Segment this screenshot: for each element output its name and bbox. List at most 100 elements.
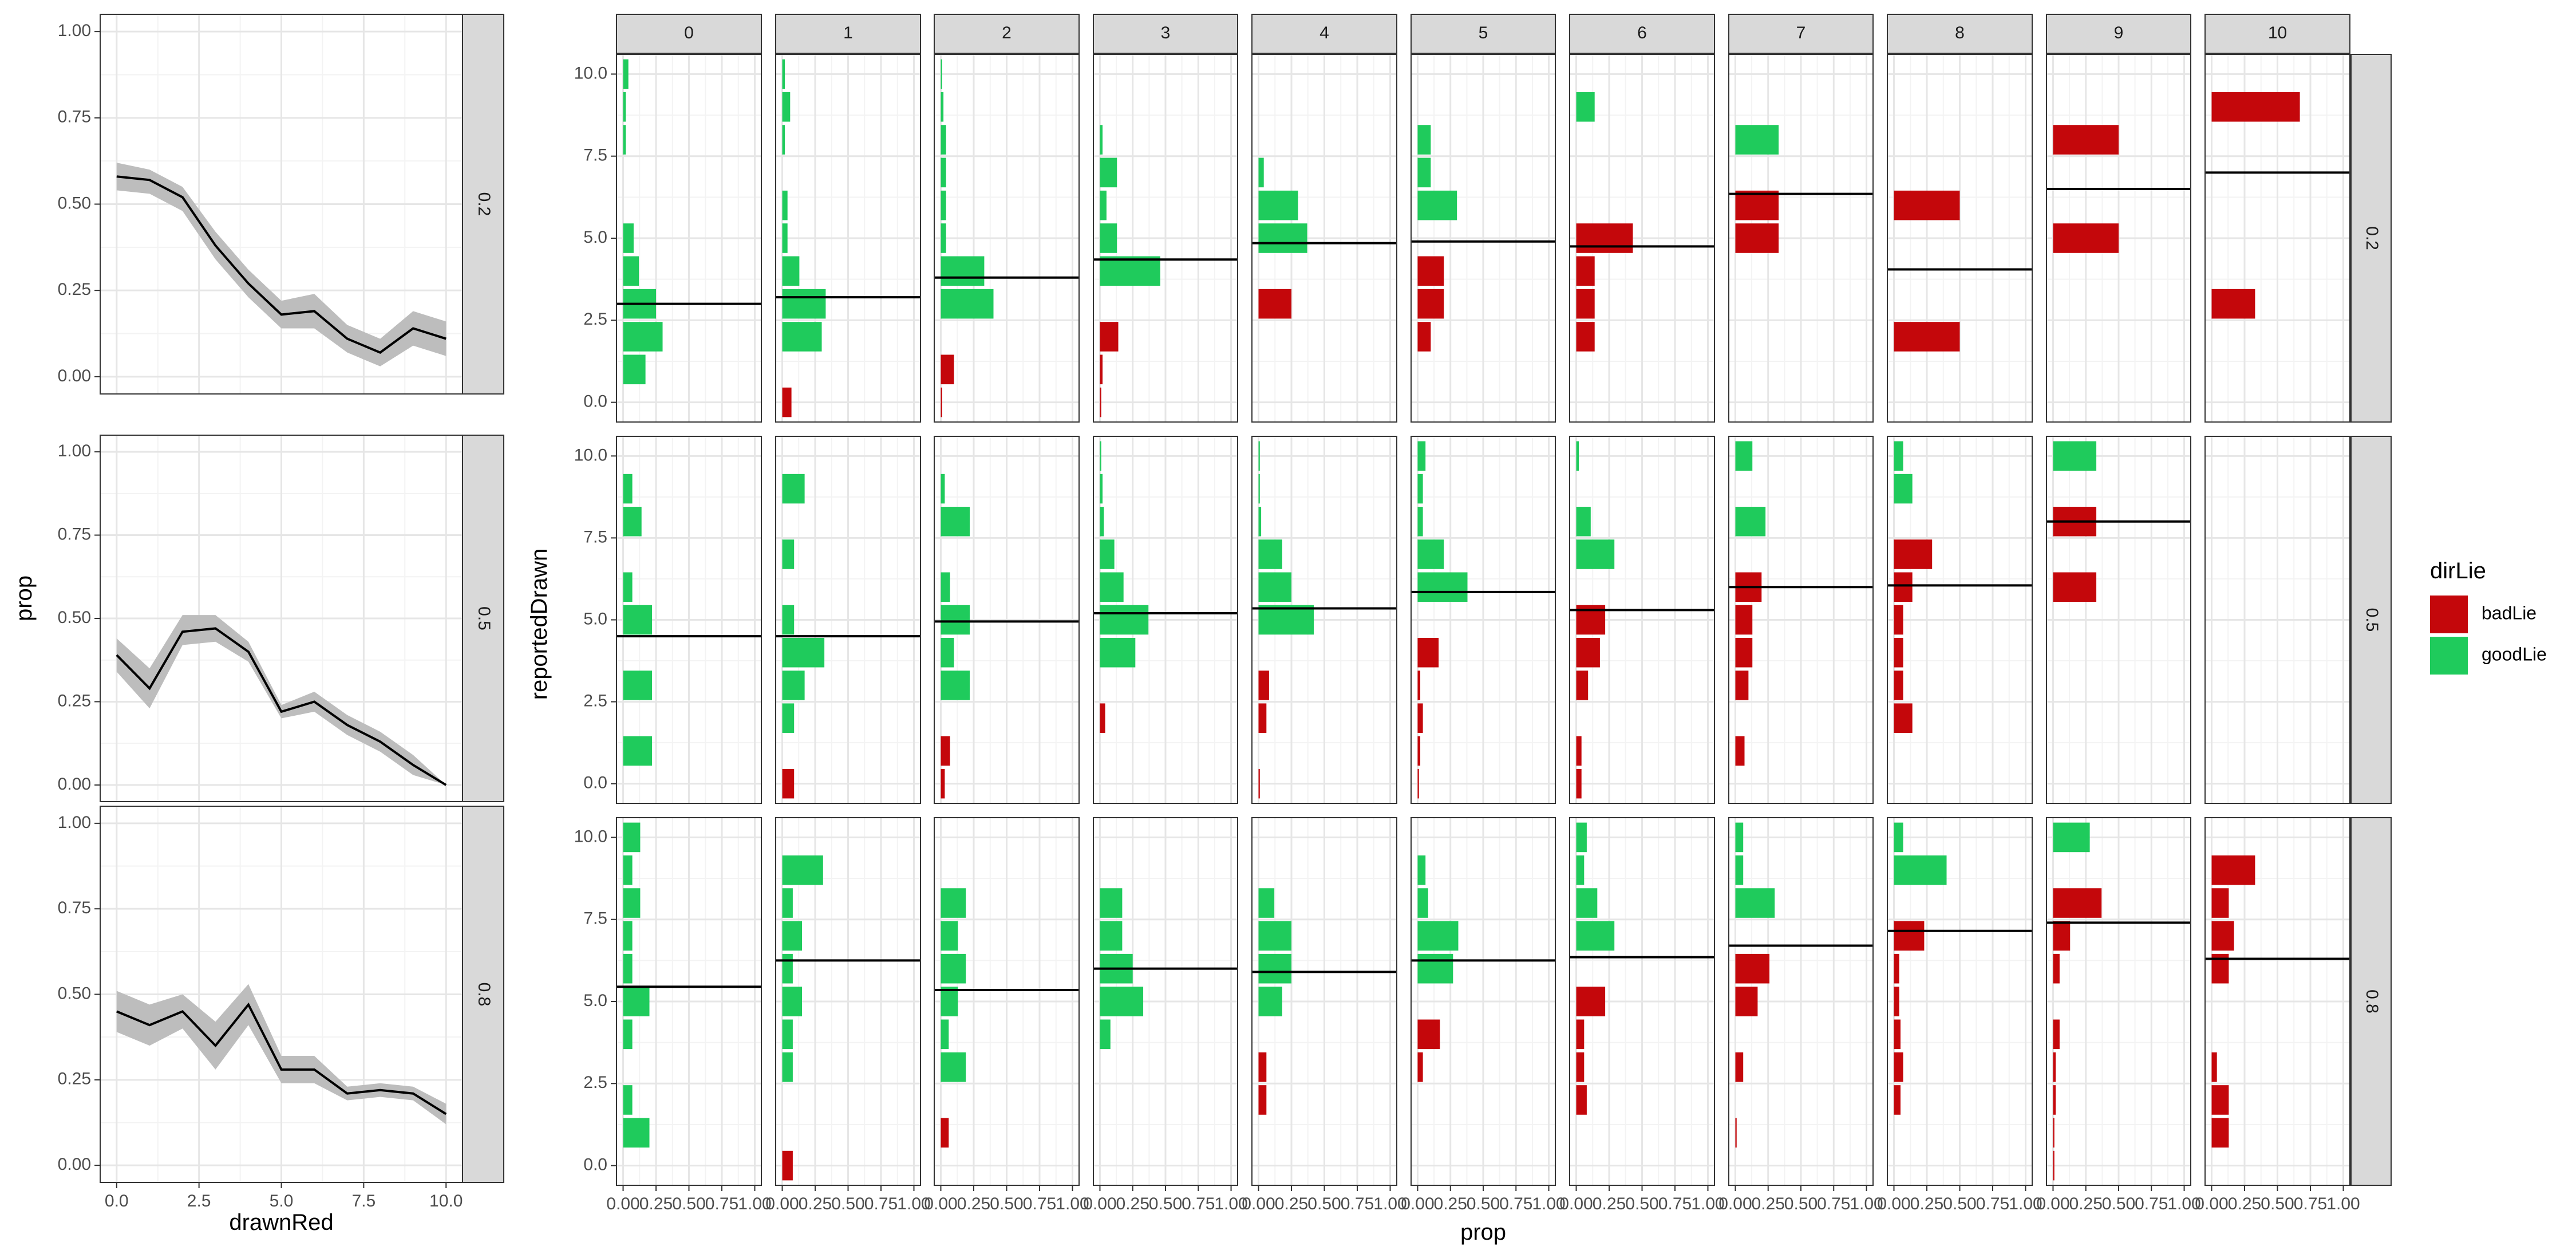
bar-panel-border: [934, 54, 1080, 423]
bar-goodLie: [782, 703, 795, 733]
bar-badLie: [1894, 1052, 1903, 1082]
bar-goodLie: [1576, 539, 1615, 569]
y-tick-label: 0.00: [58, 366, 91, 385]
bar-goodLie: [782, 474, 805, 504]
x-tick-label: 0.75: [1658, 1194, 1692, 1213]
bar-badLie: [1894, 190, 1960, 220]
y-tick-label: 2.5: [583, 310, 607, 329]
bar-goodLie: [1100, 190, 1107, 220]
x-tick-label: 1.00: [1214, 1194, 1247, 1213]
bar-badLie: [2053, 1118, 2055, 1148]
y-tick-label: 5.0: [583, 609, 607, 628]
x-tick-label: 0.75: [1976, 1194, 2009, 1213]
x-tick-label: 0.50: [1625, 1194, 1658, 1213]
bar-goodLie: [1735, 441, 1753, 471]
x-tick-label: 0.00: [2036, 1194, 2069, 1213]
bar-goodLie: [1100, 441, 1101, 471]
bar-badLie: [1894, 987, 1899, 1016]
bar-goodLie: [2053, 822, 2090, 853]
bar-goodLie: [782, 888, 793, 918]
legend-item-badLie: badLie: [2430, 596, 2537, 633]
bar-goodLie: [1894, 855, 1947, 885]
column-strip: [1887, 14, 2033, 54]
bar-badLie: [1894, 921, 1925, 951]
column-strip: [1251, 14, 1397, 54]
bar-goodLie: [782, 322, 822, 352]
column-strip: [2204, 14, 2350, 54]
bar-goodLie: [623, 354, 646, 385]
bar-badLie: [1576, 987, 1606, 1016]
bar-goodLie: [1417, 190, 1457, 220]
bar-panel-row0.8-col9: [2046, 817, 2191, 1186]
bar-goodLie: [623, 921, 633, 951]
bar-goodLie: [782, 1052, 793, 1082]
x-tick-label: 0.50: [2102, 1194, 2135, 1213]
bar-badLie: [1735, 1118, 1737, 1148]
bar-badLie: [1417, 637, 1439, 668]
bar-badLie: [1417, 256, 1444, 286]
column-strip: [1093, 14, 1238, 54]
legend-item-goodLie: goodLie: [2430, 637, 2547, 675]
bar-goodLie: [623, 822, 641, 853]
bar-goodLie: [941, 125, 946, 155]
bar-badLie: [2211, 888, 2229, 918]
bar-badLie: [941, 736, 950, 766]
y-tick-label: 2.5: [583, 692, 607, 711]
bar-goodLie: [623, 1019, 633, 1050]
row-strip: [462, 14, 504, 395]
x-tick-label: 0.25: [639, 1194, 673, 1213]
x-tick-label: 0.75: [2294, 1194, 2327, 1213]
bar-goodLie: [941, 92, 944, 122]
bar-panel-row0.2-col5: [1411, 54, 1556, 423]
bar-panel-row0.2-col6: [1569, 54, 1715, 423]
bar-panel-border: [2046, 436, 2191, 804]
column-strip-label: 8: [1955, 23, 1965, 42]
x-tick-label: 0.50: [1943, 1194, 1976, 1213]
bar-badLie: [1258, 703, 1267, 733]
bar-panel-row0.2-col9: [2046, 54, 2191, 423]
bar-panel-border: [1887, 436, 2033, 804]
left-panel-0.8: 0.8 0.00 0.25 0.50 0.75 1.00: [58, 806, 504, 1183]
legend-item-label: goodLie: [2482, 644, 2547, 664]
bar-badLie: [1735, 223, 1779, 253]
bar-goodLie: [1258, 441, 1260, 471]
bar-badLie: [1735, 637, 1753, 668]
bar-goodLie: [941, 59, 942, 89]
bar-badLie: [2053, 1085, 2056, 1115]
bar-panel-border: [2046, 54, 2191, 423]
bar-badLie: [1576, 322, 1595, 352]
series-line: [116, 175, 447, 354]
bar-badLie: [1576, 256, 1595, 286]
bar-badLie: [1417, 671, 1421, 700]
bar-panel-row0.2-col2: [934, 54, 1080, 423]
bar-panel-border: [1728, 436, 1874, 804]
bar-panel-row0.2-col0: [616, 54, 762, 423]
bar-badLie: [2053, 223, 2119, 253]
x-tick-label: 0.00: [765, 1194, 799, 1213]
bar-panel-border: [1411, 54, 1556, 423]
bar-badLie: [1576, 736, 1582, 766]
bar-badLie: [1894, 637, 1903, 668]
bar-badLie: [1735, 190, 1779, 220]
bar-goodLie: [941, 572, 950, 602]
x-tick-label: 0.75: [1023, 1194, 1056, 1213]
bar-badLie: [1576, 1085, 1587, 1115]
bar-panel-border: [1093, 436, 1238, 804]
bar-goodLie: [941, 474, 945, 504]
bar-badLie: [941, 1118, 949, 1148]
x-tick-label: 0.25: [1434, 1194, 1467, 1213]
bar-goodLie: [1735, 507, 1766, 537]
y-tick-label: 0.25: [58, 280, 91, 299]
x-tick-label: 0.50: [831, 1194, 864, 1213]
bar-goodLie: [1735, 125, 1779, 155]
y-tick-label: 10.0: [574, 445, 607, 464]
bar-badLie: [1100, 703, 1105, 733]
bar-panel-row0.8-col1: [775, 817, 921, 1186]
y-tick-label: 7.5: [583, 146, 607, 165]
bar-goodLie: [623, 59, 629, 89]
bar-badLie: [1894, 539, 1933, 569]
legend-key-swatch: [2430, 596, 2468, 633]
bar-goodLie: [1894, 822, 1903, 853]
x-tick-label: 0.00: [1718, 1194, 1752, 1213]
bar-goodLie: [623, 671, 653, 700]
